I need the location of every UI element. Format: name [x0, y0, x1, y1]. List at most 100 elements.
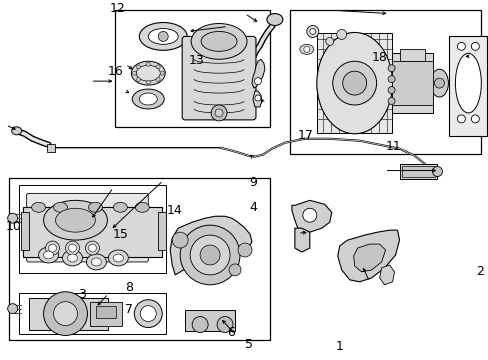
Ellipse shape — [148, 28, 178, 44]
Bar — [29, 298, 108, 329]
Circle shape — [192, 316, 208, 333]
Text: 5: 5 — [244, 338, 252, 351]
Bar — [401, 166, 435, 177]
Ellipse shape — [135, 202, 149, 212]
Circle shape — [85, 241, 99, 255]
Bar — [90, 302, 122, 325]
Circle shape — [215, 109, 223, 117]
Text: 9: 9 — [249, 176, 257, 189]
Ellipse shape — [91, 258, 101, 266]
Ellipse shape — [86, 254, 106, 270]
Circle shape — [156, 65, 160, 69]
Circle shape — [303, 46, 309, 52]
FancyBboxPatch shape — [182, 36, 255, 120]
Bar — [448, 36, 487, 136]
Text: 17: 17 — [298, 129, 313, 142]
Circle shape — [180, 225, 240, 285]
Text: 10: 10 — [5, 220, 21, 233]
Circle shape — [387, 65, 394, 72]
Polygon shape — [170, 216, 251, 275]
Bar — [96, 306, 116, 318]
Ellipse shape — [43, 251, 53, 259]
Circle shape — [332, 61, 376, 105]
Polygon shape — [379, 265, 394, 285]
Ellipse shape — [131, 61, 165, 85]
Circle shape — [160, 71, 164, 75]
Circle shape — [456, 115, 465, 123]
Circle shape — [136, 77, 140, 81]
Circle shape — [387, 76, 394, 82]
Circle shape — [306, 26, 318, 37]
Ellipse shape — [139, 93, 157, 105]
Text: 2: 2 — [475, 265, 483, 278]
Ellipse shape — [429, 69, 447, 97]
Circle shape — [302, 208, 316, 222]
Bar — [19, 293, 166, 334]
Ellipse shape — [136, 65, 160, 81]
Circle shape — [48, 244, 57, 252]
Text: 8: 8 — [125, 281, 133, 294]
Ellipse shape — [39, 247, 59, 263]
Ellipse shape — [32, 202, 45, 212]
Text: 1: 1 — [335, 340, 343, 353]
Ellipse shape — [62, 250, 82, 266]
Circle shape — [65, 241, 80, 255]
Circle shape — [146, 62, 150, 66]
Circle shape — [172, 232, 188, 248]
Polygon shape — [251, 59, 264, 88]
Circle shape — [217, 316, 233, 333]
Circle shape — [254, 78, 261, 85]
Bar — [9, 179, 269, 341]
Circle shape — [136, 65, 140, 69]
Bar — [391, 53, 432, 113]
Text: 3: 3 — [78, 288, 86, 301]
Polygon shape — [291, 201, 331, 232]
Circle shape — [387, 87, 394, 94]
Ellipse shape — [132, 89, 164, 109]
Circle shape — [431, 167, 442, 176]
Text: 12: 12 — [110, 2, 125, 15]
Ellipse shape — [108, 250, 128, 266]
Bar — [399, 163, 437, 180]
Text: 13: 13 — [188, 54, 204, 67]
Text: 15: 15 — [113, 228, 128, 240]
Ellipse shape — [201, 31, 237, 51]
Ellipse shape — [316, 32, 392, 134]
Circle shape — [8, 213, 18, 223]
Circle shape — [336, 30, 346, 39]
FancyBboxPatch shape — [26, 193, 148, 262]
Circle shape — [156, 77, 160, 81]
Circle shape — [68, 244, 76, 252]
Circle shape — [470, 115, 478, 123]
Circle shape — [45, 241, 60, 255]
Bar — [115, 10, 269, 127]
Ellipse shape — [88, 202, 102, 212]
Circle shape — [254, 95, 261, 101]
Ellipse shape — [53, 202, 67, 212]
Bar — [158, 212, 166, 250]
Circle shape — [200, 245, 220, 265]
Ellipse shape — [454, 53, 480, 113]
Ellipse shape — [53, 302, 77, 325]
Circle shape — [158, 31, 168, 41]
Ellipse shape — [113, 254, 123, 262]
Bar — [20, 212, 29, 250]
Circle shape — [433, 78, 444, 88]
Circle shape — [325, 37, 333, 45]
Circle shape — [190, 235, 229, 275]
Text: 14: 14 — [166, 204, 182, 217]
Circle shape — [8, 304, 18, 314]
Text: 4: 4 — [249, 201, 257, 214]
Circle shape — [387, 98, 394, 104]
Ellipse shape — [12, 127, 21, 135]
Circle shape — [132, 71, 136, 75]
Text: 7: 7 — [125, 303, 133, 316]
Circle shape — [342, 71, 366, 95]
Ellipse shape — [43, 201, 107, 240]
Bar — [399, 49, 425, 61]
Ellipse shape — [113, 202, 127, 212]
Circle shape — [238, 243, 251, 257]
Text: 11: 11 — [385, 140, 401, 153]
Text: 18: 18 — [370, 51, 386, 64]
Ellipse shape — [139, 23, 187, 50]
